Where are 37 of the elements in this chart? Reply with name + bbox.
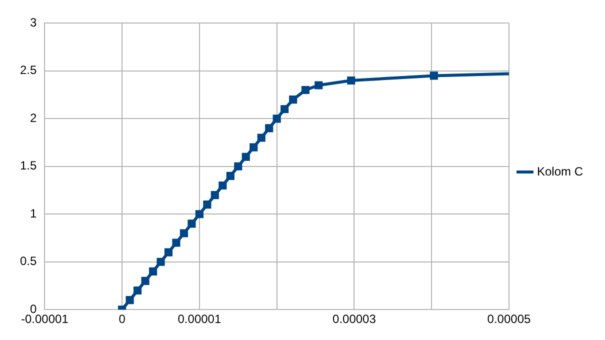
point — [289, 96, 298, 104]
point — [430, 72, 438, 80]
point — [172, 238, 180, 247]
x-tick-label: 0 — [118, 312, 126, 326]
legend-label: Kolom C — [536, 164, 584, 178]
point — [164, 248, 173, 256]
point — [234, 162, 242, 170]
x-tick-label: 0.00005 — [487, 312, 531, 326]
y-tick-label: 1 — [30, 206, 37, 220]
point — [203, 200, 212, 209]
point — [156, 258, 165, 266]
y-tick-label: 0.5 — [20, 254, 37, 268]
point — [180, 229, 188, 238]
point — [257, 134, 266, 142]
point — [265, 124, 274, 132]
point — [188, 220, 196, 228]
point — [301, 86, 310, 94]
point — [126, 296, 134, 304]
point — [134, 286, 142, 295]
x-tick-label: 0.00001 — [178, 312, 222, 326]
y-tick-label: 1.5 — [20, 158, 37, 173]
point — [210, 191, 219, 200]
x-tick-label: 0.00003 — [332, 312, 376, 326]
point — [218, 181, 227, 190]
y-tick-label: 3 — [30, 16, 37, 30]
point — [226, 172, 234, 180]
point — [314, 81, 323, 90]
point — [242, 152, 250, 161]
y-tick-label: 2.5 — [20, 63, 37, 78]
point — [148, 267, 158, 276]
point — [250, 143, 258, 152]
point — [195, 210, 204, 218]
point — [141, 276, 150, 285]
y-tick-label: 2 — [30, 110, 37, 125]
point — [347, 76, 356, 85]
point — [280, 105, 289, 114]
point — [272, 114, 281, 123]
